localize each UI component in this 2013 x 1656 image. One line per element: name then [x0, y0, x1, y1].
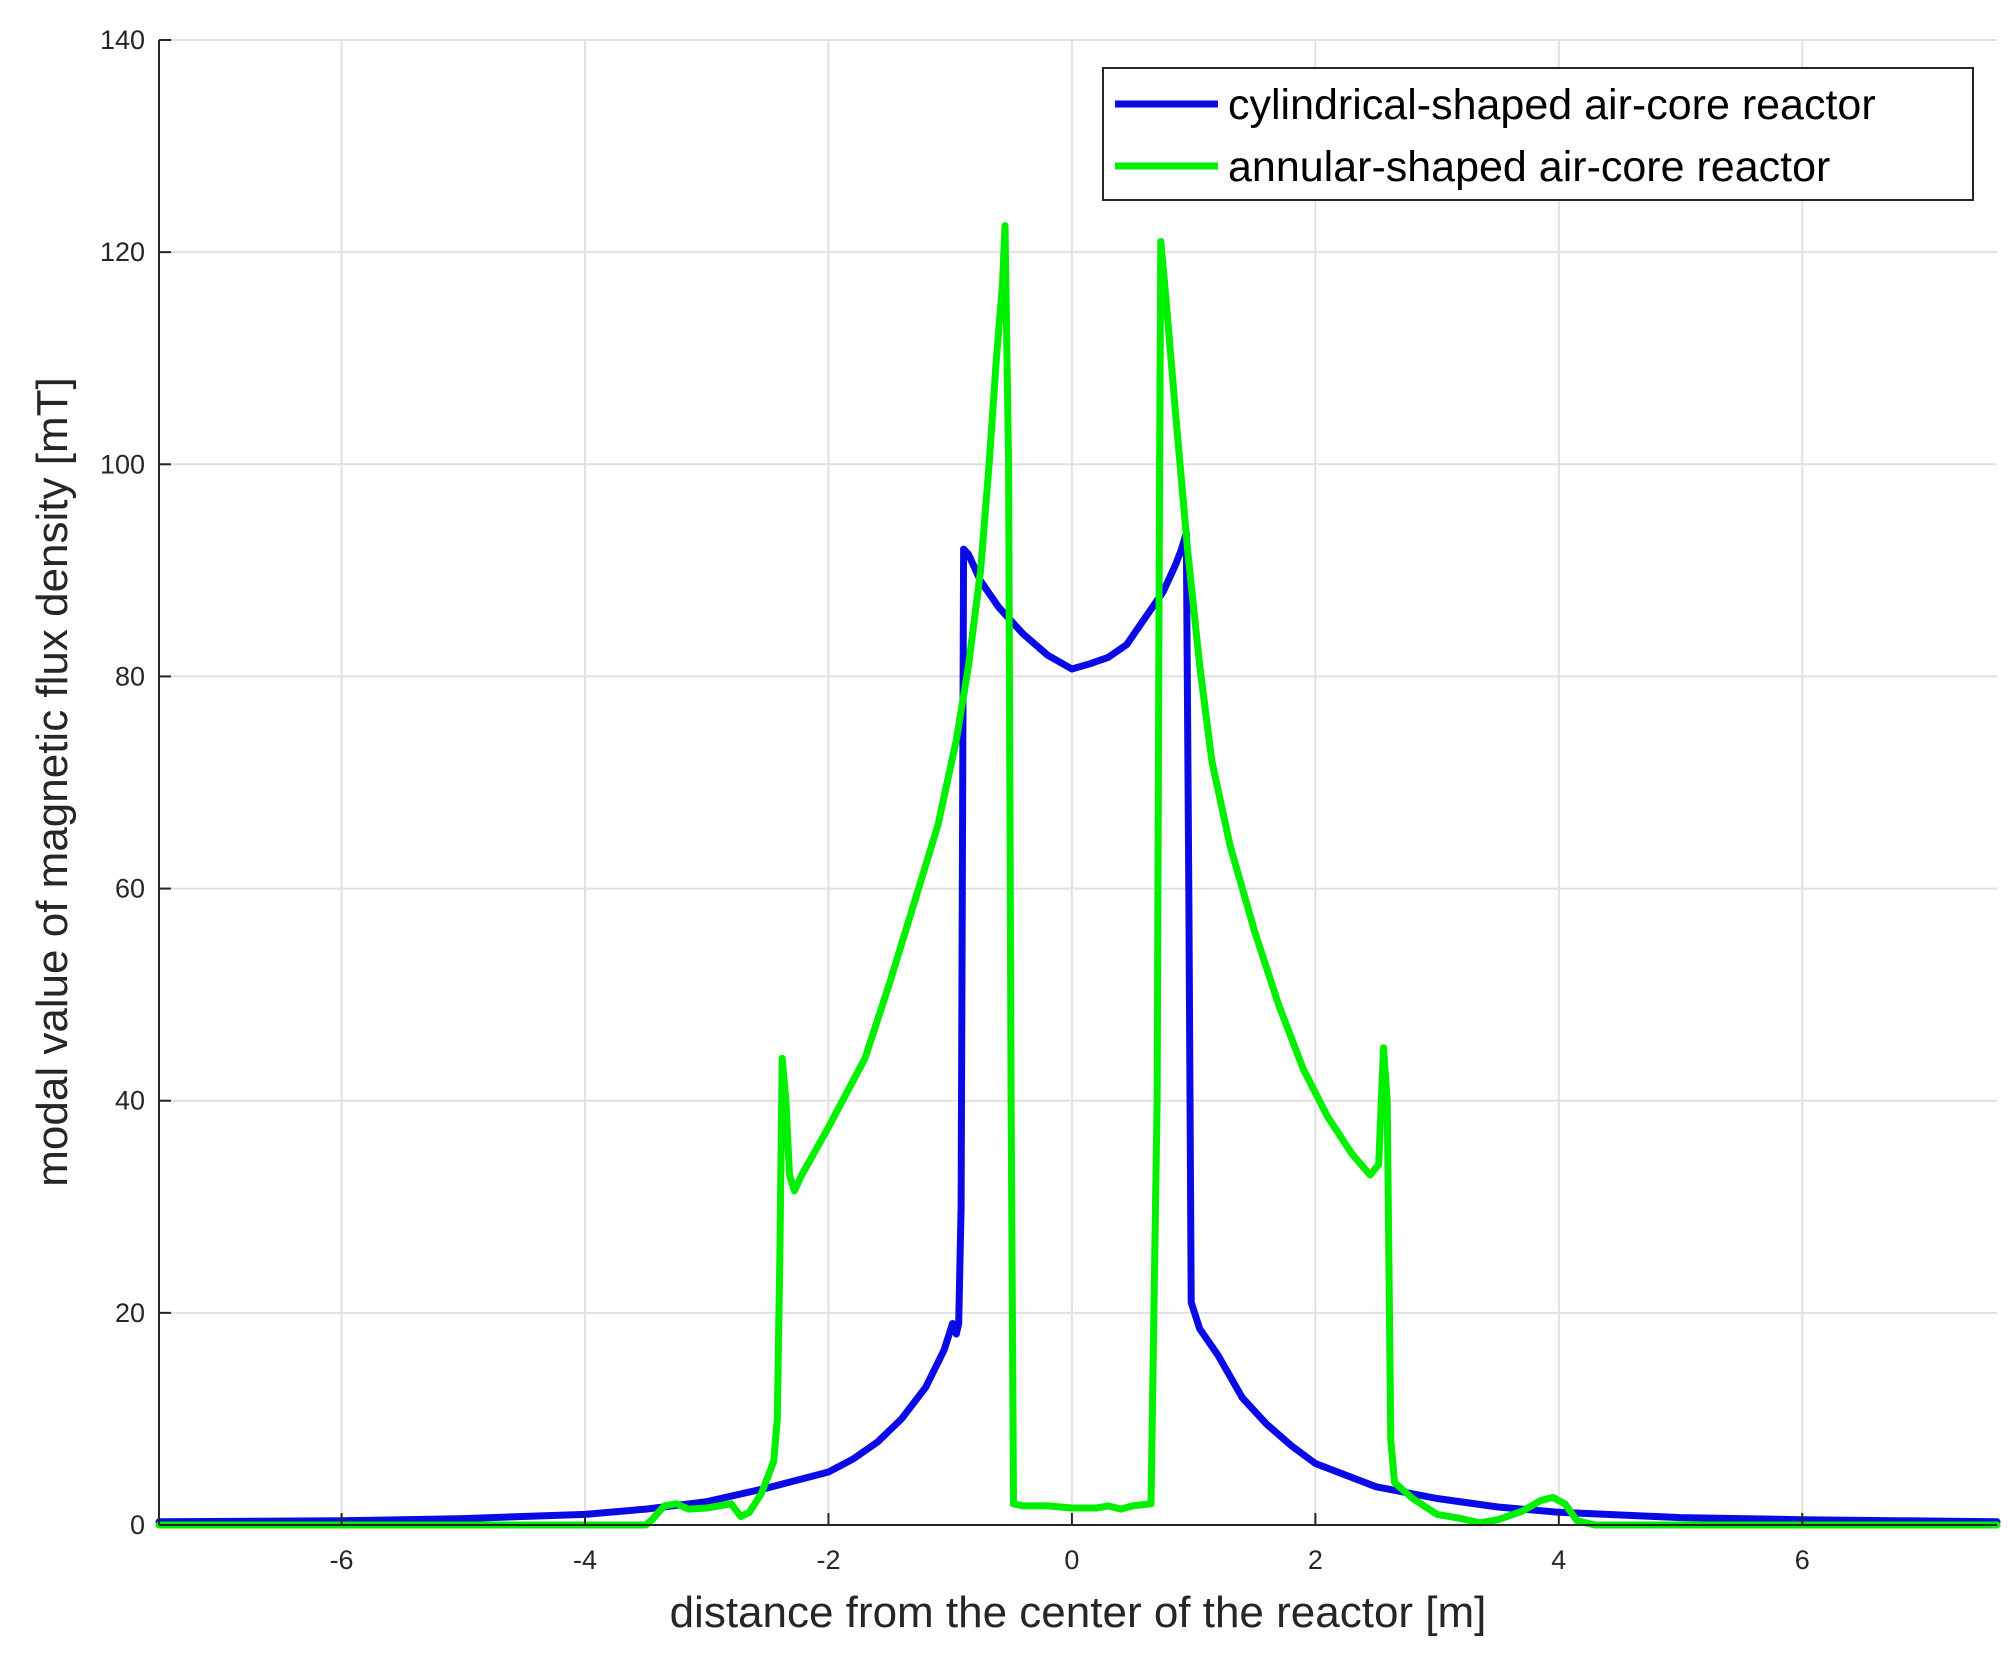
x-tick-label: -2 [816, 1545, 840, 1575]
grid [159, 39, 1997, 1526]
y-tick-label: 100 [100, 449, 145, 479]
y-tick-label: 0 [130, 1510, 145, 1540]
legend-label-annular: annular-shaped air-core reactor [1228, 143, 1830, 191]
y-axis-label: modal value of magnetic flux density [mT… [28, 377, 77, 1186]
x-tick-label: 6 [1795, 1545, 1810, 1575]
axes [158, 39, 1997, 1526]
x-tick-label: -6 [330, 1545, 354, 1575]
y-tick-label: 60 [115, 874, 145, 904]
x-axis-label: distance from the center of the reactor … [670, 1588, 1487, 1637]
plot-area [159, 40, 1997, 1525]
legend-label-cylindrical: cylindrical-shaped air-core reactor [1228, 81, 1876, 129]
series-line-0 [155, 529, 2001, 1526]
x-tick-label: 0 [1064, 1545, 1079, 1575]
series-layer [155, 222, 2001, 1529]
x-tick-label: 4 [1551, 1545, 1566, 1575]
y-tick-label: 140 [100, 25, 145, 55]
x-tick-label: -4 [573, 1545, 597, 1575]
y-tick-label: 120 [100, 237, 145, 267]
legend: cylindrical-shaped air-core reactor annu… [1102, 67, 1974, 201]
y-tick-label: 20 [115, 1298, 145, 1328]
y-tick-label: 40 [115, 1086, 145, 1116]
series-line-1 [155, 222, 2001, 1529]
legend-box [1102, 67, 1974, 201]
x-tick-label: 2 [1308, 1545, 1323, 1575]
y-tick-label: 80 [115, 661, 145, 691]
